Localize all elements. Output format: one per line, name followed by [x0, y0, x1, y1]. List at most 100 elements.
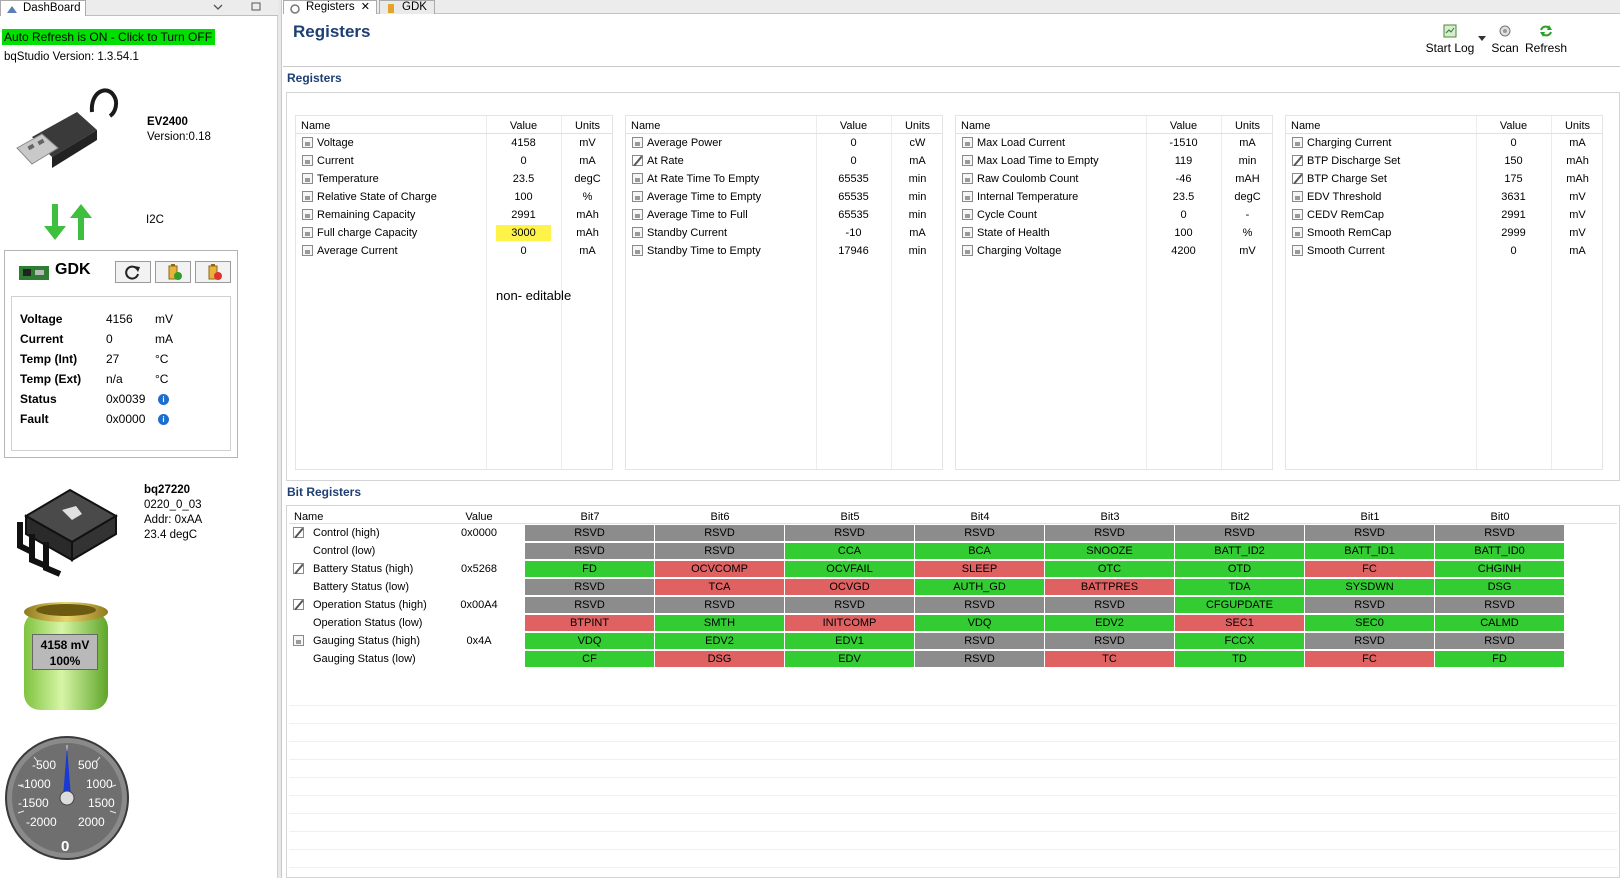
tab-dashboard[interactable]: DashBoard [0, 0, 86, 16]
bit-cell[interactable]: VDQ [525, 633, 655, 649]
start-log-button[interactable]: Start Log [1420, 24, 1480, 55]
bit-cell[interactable]: BATT_ID0 [1435, 543, 1565, 559]
bit-register-row[interactable]: Control (high) 0x0000 RSVD RSVD RSVD RSVD RSVD… [289, 524, 1617, 542]
bit-cell[interactable]: RSVD [1305, 597, 1435, 613]
bit-cell[interactable]: EDV [785, 651, 915, 667]
register-row-smooth-current[interactable]: Smooth Current 0 mA [1286, 242, 1602, 260]
scan-button[interactable]: Scan [1486, 24, 1524, 55]
refresh-button[interactable]: Refresh [1523, 24, 1569, 55]
pane-splitter[interactable] [278, 0, 282, 878]
bit-cell[interactable]: RSVD [915, 597, 1045, 613]
bit-cell[interactable]: RSVD [1305, 525, 1435, 541]
bit-cell[interactable]: SNOOZE [1045, 543, 1175, 559]
bit-register-row[interactable]: Battery Status (high) 0x5268 FD OCVCOMP OCVF… [289, 560, 1617, 578]
bit-cell[interactable]: OCVCOMP [655, 561, 785, 577]
bit-cell[interactable]: CALMD [1435, 615, 1565, 631]
bit-cell[interactable]: RSVD [1045, 633, 1175, 649]
bit-cell[interactable]: FC [1305, 651, 1435, 667]
bit-cell[interactable]: RSVD [525, 525, 655, 541]
register-row-cycle-count[interactable]: Cycle Count 0 - [956, 206, 1272, 224]
bit-cell[interactable]: DSG [655, 651, 785, 667]
bit-cell[interactable]: BTPINT [525, 615, 655, 631]
bit-cell[interactable]: TCA [655, 579, 785, 595]
register-row-charging-current[interactable]: Charging Current 0 mA [1286, 134, 1602, 152]
register-row-raw-coulomb-count[interactable]: Raw Coulomb Count -46 mAH [956, 170, 1272, 188]
gdk-battery-add-button[interactable] [155, 261, 191, 283]
bit-cell[interactable]: RSVD [1435, 525, 1565, 541]
bit-cell[interactable]: RSVD [785, 597, 915, 613]
bit-cell[interactable]: RSVD [785, 525, 915, 541]
bit-cell[interactable]: RSVD [525, 597, 655, 613]
register-row-average-power[interactable]: Average Power 0 cW [626, 134, 942, 152]
bit-cell[interactable]: FD [1435, 651, 1565, 667]
bit-cell[interactable]: FCCX [1175, 633, 1305, 649]
maximize-icon[interactable] [250, 2, 262, 12]
bit-cell[interactable]: RSVD [1305, 633, 1435, 649]
close-tab-icon[interactable]: ✕ [360, 1, 370, 13]
bit-cell[interactable]: EDV2 [655, 633, 785, 649]
bit-register-row[interactable]: Battery Status (low) RSVD TCA OCVGD AUTH_GD B… [289, 578, 1617, 596]
bit-cell[interactable]: RSVD [915, 651, 1045, 667]
bit-cell[interactable]: OCVGD [785, 579, 915, 595]
tab-gdk[interactable]: GDK [379, 0, 435, 14]
bit-cell[interactable]: RSVD [655, 543, 785, 559]
view-menu-icon[interactable] [212, 2, 224, 12]
bit-cell[interactable]: RSVD [915, 525, 1045, 541]
bit-cell[interactable]: BATT_ID2 [1175, 543, 1305, 559]
bit-register-row[interactable]: Gauging Status (high) 0x4A VDQ EDV2 EDV1 RSVD… [289, 632, 1617, 650]
register-row-state-of-health[interactable]: State of Health 100% [956, 224, 1272, 242]
bit-cell[interactable]: TC [1045, 651, 1175, 667]
gdk-refresh-button[interactable] [115, 261, 151, 283]
bit-cell[interactable]: SLEEP [915, 561, 1045, 577]
fault-info-icon[interactable]: i [158, 414, 169, 425]
bit-cell[interactable]: OTC [1045, 561, 1175, 577]
bit-cell[interactable]: TD [1175, 651, 1305, 667]
bit-cell[interactable]: INITCOMP [785, 615, 915, 631]
bit-cell[interactable]: TDA [1175, 579, 1305, 595]
bit-cell[interactable]: CFGUPDATE [1175, 597, 1305, 613]
bit-cell[interactable]: RSVD [525, 543, 655, 559]
bit-cell[interactable]: RSVD [1045, 525, 1175, 541]
bit-cell[interactable]: DSG [1435, 579, 1565, 595]
bit-cell[interactable]: RSVD [1435, 597, 1565, 613]
bit-cell[interactable]: RSVD [915, 633, 1045, 649]
register-row-internal-temperature[interactable]: Internal Temperature 23.5 degC [956, 188, 1272, 206]
bit-cell[interactable]: EDV2 [1045, 615, 1175, 631]
register-row-rsoc[interactable]: Relative State of Charge 100% [296, 188, 612, 206]
register-row-standby-tte[interactable]: Standby Time to Empty 17946 min [626, 242, 942, 260]
register-row-btp-discharge-set[interactable]: BTP Discharge Set 150 mAh [1286, 152, 1602, 170]
bit-cell[interactable]: VDQ [915, 615, 1045, 631]
bit-cell[interactable]: RSVD [655, 597, 785, 613]
bit-cell[interactable]: BCA [915, 543, 1045, 559]
start-log-dropdown-icon[interactable] [1477, 34, 1487, 42]
register-row-avg-ttf[interactable]: Average Time to Full 65535 min [626, 206, 942, 224]
bit-cell[interactable]: BATT_ID1 [1305, 543, 1435, 559]
bit-cell[interactable]: SMTH [655, 615, 785, 631]
bit-cell[interactable]: CHGINH [1435, 561, 1565, 577]
gdk-battery-remove-button[interactable] [195, 261, 231, 283]
bit-cell[interactable]: FC [1305, 561, 1435, 577]
register-row-smooth-remcap[interactable]: Smooth RemCap 2999 mV [1286, 224, 1602, 242]
register-row-btp-charge-set[interactable]: BTP Charge Set 175 mAh [1286, 170, 1602, 188]
register-row-at-rate[interactable]: At Rate 0 mA [626, 152, 942, 170]
bit-cell[interactable]: FD [525, 561, 655, 577]
bit-cell[interactable]: SYSDWN [1305, 579, 1435, 595]
register-row-max-load-tte[interactable]: Max Load Time to Empty 119 min [956, 152, 1272, 170]
bit-cell[interactable]: CCA [785, 543, 915, 559]
bit-cell[interactable]: AUTH_GD [915, 579, 1045, 595]
register-row-standby-current[interactable]: Standby Current -10 mA [626, 224, 942, 242]
register-row-avg-tte[interactable]: Average Time to Empty 65535 min [626, 188, 942, 206]
bit-register-row[interactable]: Gauging Status (low) CF DSG EDV RSVD TC TD FC FD [289, 650, 1617, 668]
bit-cell[interactable]: RSVD [1045, 597, 1175, 613]
register-row-voltage[interactable]: Voltage 4158 mV [296, 134, 612, 152]
bit-register-row[interactable]: Operation Status (low) BTPINT SMTH INITCOMP… [289, 614, 1617, 632]
bit-cell[interactable]: EDV1 [785, 633, 915, 649]
bit-cell[interactable]: RSVD [1175, 525, 1305, 541]
bit-cell[interactable]: RSVD [525, 579, 655, 595]
auto-refresh-toggle[interactable]: Auto Refresh is ON - Click to Turn OFF [2, 29, 215, 45]
register-row-current[interactable]: Current 0 mA [296, 152, 612, 170]
register-row-full-charge-capacity[interactable]: Full charge Capacity 3000 mAh [296, 224, 612, 242]
register-row-temperature[interactable]: Temperature 23.5 degC [296, 170, 612, 188]
bit-cell[interactable]: CF [525, 651, 655, 667]
bit-cell[interactable]: RSVD [1435, 633, 1565, 649]
